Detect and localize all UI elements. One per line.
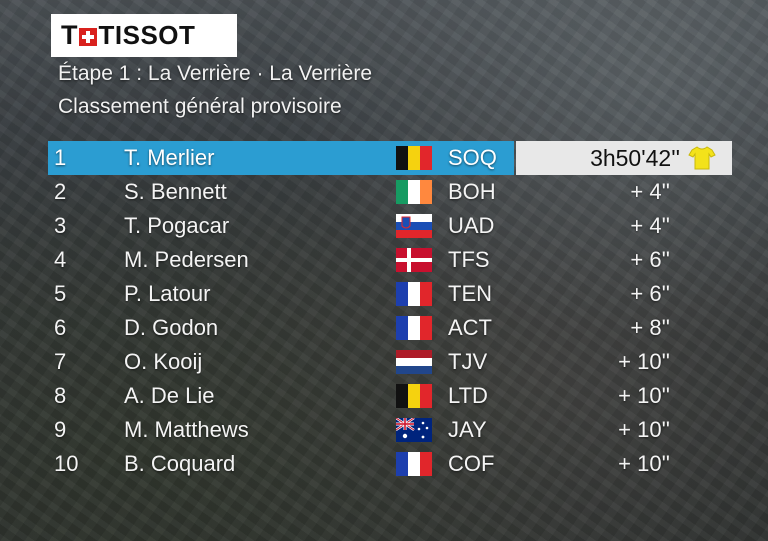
slovenia-flag-icon	[396, 214, 432, 238]
rider-name: S. Bennett	[124, 179, 227, 204]
standings-row: 8 A. De Lie LTD + 10''	[48, 379, 728, 413]
rider-name: P. Latour	[124, 281, 211, 306]
australia-flag-icon	[396, 418, 432, 442]
classification-title: Classement général provisoire	[58, 95, 342, 118]
team-code: BOH	[448, 179, 496, 204]
rank-number: 6	[54, 315, 67, 340]
belgium-flag-icon	[396, 384, 432, 408]
standings-row: 5 P. Latour TEN + 6''	[48, 277, 728, 311]
rank-number: 5	[54, 281, 67, 306]
time-gap: + 6''	[630, 247, 670, 272]
logo-wordmark: TISSOT	[98, 20, 196, 50]
rank-number: 9	[54, 417, 67, 442]
belgium-flag-icon	[396, 146, 432, 170]
team-code: UAD	[448, 213, 495, 238]
france-flag-icon	[396, 316, 432, 340]
rank-number: 4	[54, 247, 67, 272]
standings-row-leader: 1 T. Merlier SOQ 3h50'42''	[48, 141, 732, 175]
rank-number: 1	[54, 145, 67, 170]
time-gap: + 10''	[618, 383, 670, 408]
tissot-logo: T TISSOT	[51, 14, 237, 57]
rider-name: T. Pogacar	[124, 213, 230, 238]
time-gap: + 10''	[618, 349, 670, 374]
swiss-cross-icon	[78, 27, 97, 46]
standings-row: 6 D. Godon ACT + 8''	[48, 311, 728, 345]
team-code: TFS	[448, 247, 490, 272]
standings-row: 10 B. Coquard COF + 10''	[48, 447, 728, 481]
rider-name: A. De Lie	[124, 383, 215, 408]
team-code: COF	[448, 451, 495, 476]
time-gap: + 8''	[630, 315, 670, 340]
rider-name: M. Pedersen	[124, 247, 249, 272]
time-gap: + 10''	[618, 417, 670, 442]
total-time: 3h50'42''	[590, 145, 680, 171]
yellow-jersey-icon	[688, 146, 716, 170]
team-code: TEN	[448, 281, 492, 306]
standings-row: 9 M. Matthews JAY + 10''	[48, 413, 728, 447]
time-gap: + 4''	[630, 179, 670, 204]
team-code: TJV	[448, 349, 488, 374]
leader-highlight-bar	[48, 141, 514, 175]
rider-name: T. Merlier	[124, 145, 215, 170]
rank-number: 8	[54, 383, 67, 408]
time-gap: + 10''	[618, 451, 670, 476]
team-code: SOQ	[448, 145, 497, 170]
rider-name: M. Matthews	[124, 417, 249, 442]
rider-name: O. Kooij	[124, 349, 203, 374]
standings-row: 2 S. Bennett BOH + 4''	[48, 175, 728, 209]
team-code: LTD	[448, 383, 488, 408]
standings-row: 7 O. Kooij TJV + 10''	[48, 345, 728, 379]
team-code: ACT	[448, 315, 492, 340]
rank-number: 2	[54, 179, 67, 204]
rank-number: 3	[54, 213, 67, 238]
time-gap: + 4''	[630, 213, 670, 238]
ireland-flag-icon	[396, 180, 432, 204]
france-flag-icon	[396, 282, 432, 306]
rider-name: D. Godon	[124, 315, 219, 340]
team-code: JAY	[448, 417, 487, 442]
logo-t-glyph: T	[61, 20, 77, 50]
standings-row: 4 M. Pedersen TFS + 6''	[48, 243, 728, 277]
rank-number: 7	[54, 349, 67, 374]
france-flag-icon	[396, 452, 432, 476]
denmark-flag-icon	[396, 248, 432, 272]
time-gap: + 6''	[630, 281, 670, 306]
rank-number: 10	[54, 451, 79, 476]
stage-title: Étape 1 : La Verrière · La Verrière	[58, 62, 373, 85]
netherlands-flag-icon	[396, 350, 432, 374]
rider-name: B. Coquard	[124, 451, 236, 476]
standings-row: 3 T. Pogacar UAD + 4''	[48, 209, 728, 243]
